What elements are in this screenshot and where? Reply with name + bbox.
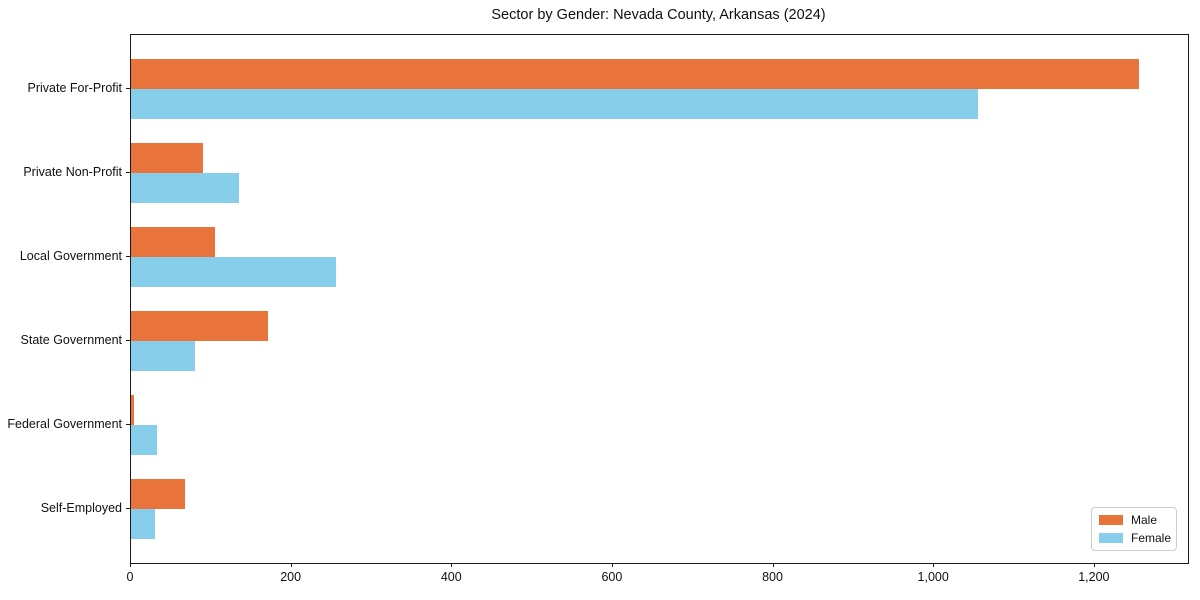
- y-tick-mark: [126, 172, 130, 173]
- x-tick-mark: [611, 563, 613, 567]
- y-tick-label: Private Non-Profit: [23, 165, 122, 179]
- legend-item-female: Female: [1099, 531, 1176, 545]
- legend-label-male: Male: [1131, 513, 1158, 527]
- bar-female-private-for-profit: [131, 89, 979, 119]
- bar-male-federal-government: [131, 395, 135, 425]
- x-tick-mark: [772, 563, 774, 567]
- x-tick-mark: [290, 563, 292, 567]
- y-tick-mark: [126, 340, 130, 341]
- x-tick-label: 1,200: [1078, 570, 1110, 584]
- plot-area: [130, 34, 1189, 564]
- y-tick-label: Local Government: [19, 249, 122, 263]
- x-tick-mark: [130, 563, 131, 567]
- y-tick-label: Private For-Profit: [27, 81, 122, 95]
- x-tick-label: 1,000: [917, 570, 949, 584]
- y-tick-mark: [126, 424, 130, 425]
- chart-title: Sector by Gender: Nevada County, Arkansa…: [491, 7, 826, 23]
- bar-male-private-non-profit: [131, 143, 204, 173]
- y-tick-mark: [126, 256, 130, 257]
- x-tick-label: 0: [126, 570, 134, 584]
- legend-item-male: Male: [1099, 513, 1176, 527]
- bar-female-state-government: [131, 341, 196, 371]
- bar-male-local-government: [131, 227, 216, 257]
- bar-male-self-employed: [131, 479, 185, 509]
- y-tick-mark: [126, 508, 130, 509]
- x-tick-label: 200: [280, 570, 302, 584]
- y-tick-label: Self-Employed: [40, 501, 122, 515]
- bar-female-local-government: [131, 257, 336, 287]
- bar-female-federal-government: [131, 425, 157, 455]
- y-tick-label: State Government: [20, 333, 122, 347]
- x-tick-mark: [451, 563, 453, 567]
- bar-female-self-employed: [131, 509, 156, 539]
- bar-female-private-non-profit: [131, 173, 240, 203]
- x-tick-label: 800: [762, 570, 783, 584]
- x-tick-label: 400: [440, 570, 462, 584]
- y-tick-label: Federal Government: [7, 417, 122, 431]
- x-tick-mark: [1093, 563, 1095, 567]
- bar-male-private-for-profit: [131, 59, 1139, 89]
- legend-swatch-female: [1099, 533, 1123, 543]
- x-tick-label: 600: [601, 570, 623, 584]
- bar-male-state-government: [131, 311, 268, 341]
- legend-label-female: Female: [1131, 531, 1172, 545]
- legend: Male Female: [1091, 507, 1177, 551]
- legend-swatch-male: [1099, 515, 1123, 525]
- x-tick-mark: [933, 563, 935, 567]
- y-tick-mark: [126, 88, 130, 89]
